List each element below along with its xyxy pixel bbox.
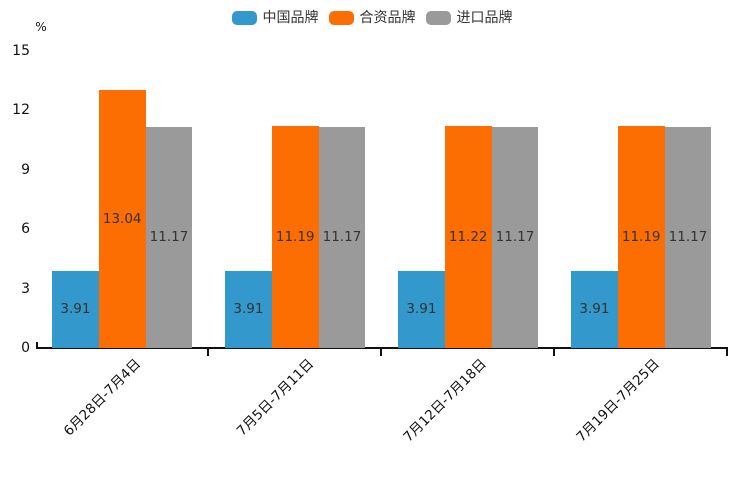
bar-series-0-group-0 — [52, 270, 99, 348]
y-tick-label: 9 — [21, 161, 30, 178]
x-axis-tick — [726, 349, 728, 356]
x-axis-tick — [380, 349, 382, 356]
bar-series-1-group-0 — [98, 89, 146, 348]
y-axis-unit-label: % — [35, 20, 47, 34]
bar-value-label: 11.17 — [322, 229, 362, 246]
bar-value-label: 3.91 — [579, 301, 610, 318]
bar-value-label: 11.17 — [149, 229, 189, 246]
bar-value-label: 11.17 — [495, 229, 535, 246]
legend-swatch-icon — [231, 11, 257, 25]
bar-value-label: 3.91 — [60, 301, 91, 318]
bar-value-label: 11.22 — [448, 228, 488, 245]
y-tick-label: 3 — [21, 280, 30, 297]
bar-value-label: 11.19 — [275, 229, 315, 246]
x-axis-label: 7月5日-7月11日 — [233, 356, 317, 440]
bar-value-label: 11.19 — [621, 229, 661, 246]
x-axis-tick — [36, 342, 38, 347]
bar-series-2-group-0 — [145, 126, 193, 348]
bar-series-0-group-3 — [571, 270, 618, 348]
legend-item-series-2[interactable]: 进口品牌 — [425, 8, 513, 28]
legend: 中国品牌 合资品牌 进口品牌 — [0, 8, 744, 28]
legend-swatch-icon — [328, 11, 354, 25]
bar-series-0-group-1 — [225, 270, 272, 348]
legend-swatch-icon — [425, 11, 451, 25]
bar-series-0-group-2 — [398, 270, 445, 348]
x-axis-label: 7月12日-7月18日 — [400, 356, 490, 446]
legend-item-label: 进口品牌 — [456, 10, 513, 26]
bar-series-2-group-3 — [664, 126, 712, 348]
x-axis-label: 7月19日-7月25日 — [573, 356, 663, 446]
bar-series-1-group-3 — [617, 126, 665, 348]
legend-item-label: 合资品牌 — [359, 10, 416, 26]
bar-value-label: 3.91 — [406, 301, 437, 318]
bar-series-2-group-2 — [491, 126, 539, 348]
y-tick-label: 6 — [21, 221, 30, 238]
x-axis-line — [36, 347, 728, 349]
bar-series-2-group-1 — [318, 126, 366, 348]
y-tick-label: 15 — [12, 43, 30, 59]
bar-series-1-group-2 — [444, 125, 492, 348]
x-axis-tick — [553, 349, 555, 356]
legend-item-label: 中国品牌 — [262, 10, 319, 26]
y-tick-label: 12 — [12, 102, 30, 119]
x-axis-tick — [207, 349, 209, 356]
y-tick-label: 0 — [21, 340, 30, 356]
bar-series-1-group-1 — [271, 126, 319, 348]
legend-item-series-1[interactable]: 合资品牌 — [328, 8, 416, 28]
bar-value-label: 11.17 — [668, 229, 708, 246]
legend-item-series-0[interactable]: 中国品牌 — [231, 8, 319, 28]
bar-value-label: 3.91 — [233, 301, 264, 318]
bar-value-label: 13.04 — [102, 210, 142, 227]
x-axis-label: 6月28日-7月4日 — [60, 356, 144, 440]
